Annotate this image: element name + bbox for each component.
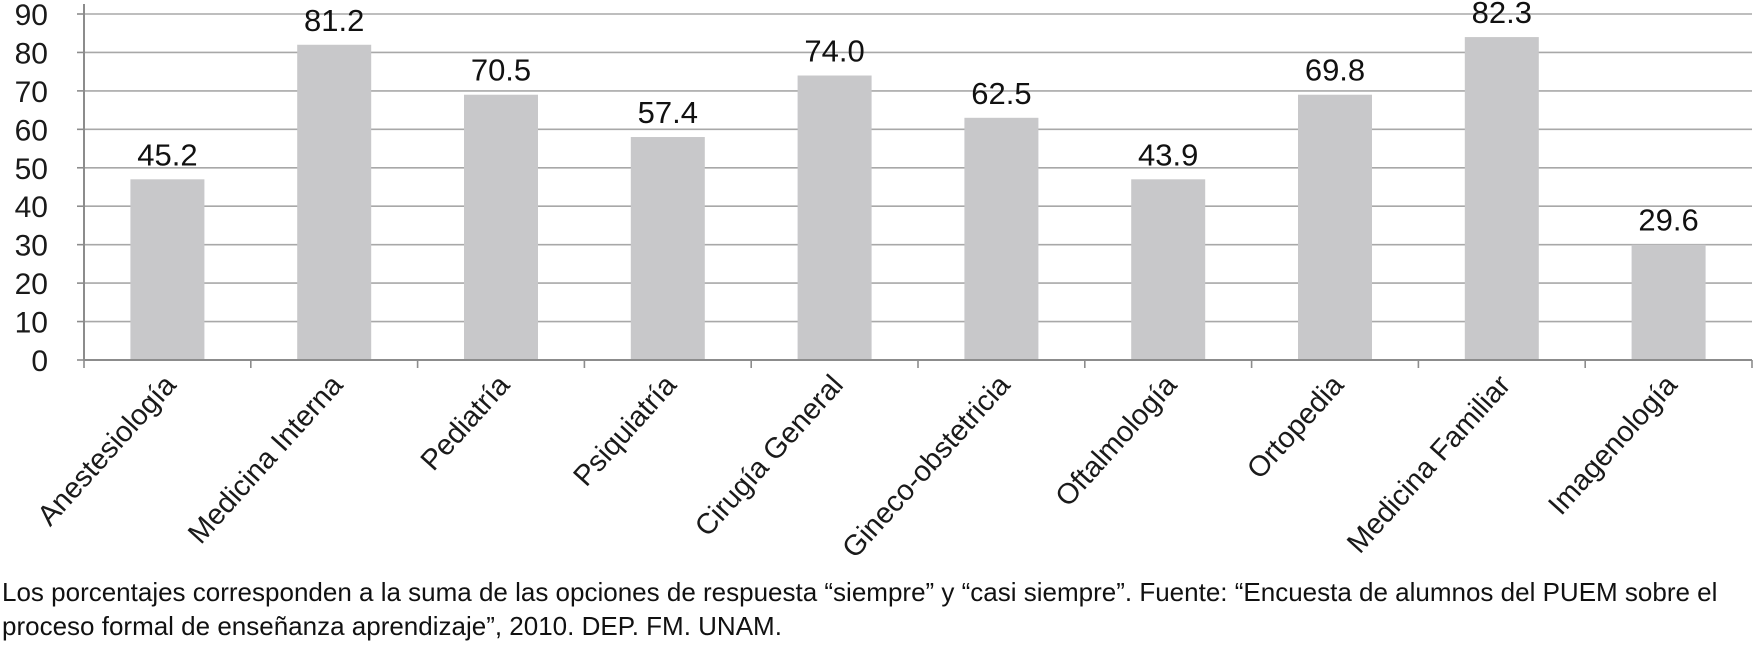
- y-tick-label: 30: [15, 230, 48, 263]
- category-label: Ortopedia: [1241, 369, 1351, 486]
- category-label: Gineco-obstetricia: [836, 369, 1017, 565]
- data-label: 29.6: [1638, 203, 1698, 238]
- data-label: 69.8: [1305, 53, 1365, 88]
- data-labels: 45.2 81.2 70.5 57.4 74.0 62.5 43.9 69.8 82.3 29.6: [137, 0, 1699, 238]
- data-label: 74.0: [804, 34, 864, 69]
- y-tick-label: 40: [15, 191, 48, 224]
- category-label: Anestesiología: [32, 369, 184, 532]
- data-label: 43.9: [1138, 137, 1198, 172]
- y-tick-label: 70: [15, 76, 48, 109]
- y-tick-label: 0: [31, 345, 48, 378]
- x-axis-tick-labels: Anestesiología Medicina Interna Pediatría P…: [32, 369, 1685, 565]
- bar: [630, 137, 705, 360]
- category-label: Cirugía General: [689, 369, 850, 543]
- bar: [964, 117, 1039, 360]
- y-tick-label: 90: [15, 0, 48, 32]
- bars: [130, 37, 1706, 361]
- category-label: Oftalmología: [1050, 369, 1184, 513]
- data-label: 70.5: [471, 53, 531, 88]
- data-label: 82.3: [1472, 0, 1532, 30]
- y-tick-label: 60: [15, 114, 48, 147]
- category-label: Pediatría: [415, 369, 517, 477]
- data-label: 62.5: [971, 76, 1031, 111]
- data-label: 45.2: [137, 137, 197, 172]
- bar: [464, 94, 538, 360]
- bar: [1464, 37, 1539, 361]
- category-label: Medicina Familiar: [1341, 369, 1517, 560]
- category-label: Imagenología: [1542, 369, 1684, 522]
- bar: [1298, 94, 1372, 360]
- bar: [797, 75, 872, 360]
- bar: [297, 44, 372, 360]
- chart-caption: Los porcentajes corresponden a la suma d…: [2, 577, 1718, 641]
- category-label: Medicina Interna: [182, 369, 350, 550]
- y-tick-label: 50: [15, 153, 48, 186]
- axes: [77, 4, 1753, 368]
- bar: [1631, 244, 1706, 360]
- y-tick-label: 80: [15, 37, 48, 70]
- bar: [130, 179, 205, 360]
- y-axis-tick-labels: 0 10 20 30 40 50 60 70 80 90: [15, 0, 48, 378]
- bar: [1131, 179, 1206, 360]
- category-label: Psiquiatría: [568, 369, 684, 493]
- data-label: 81.2: [304, 3, 364, 38]
- y-tick-label: 10: [15, 307, 48, 340]
- y-tick-label: 20: [15, 268, 48, 301]
- data-label: 57.4: [638, 95, 698, 130]
